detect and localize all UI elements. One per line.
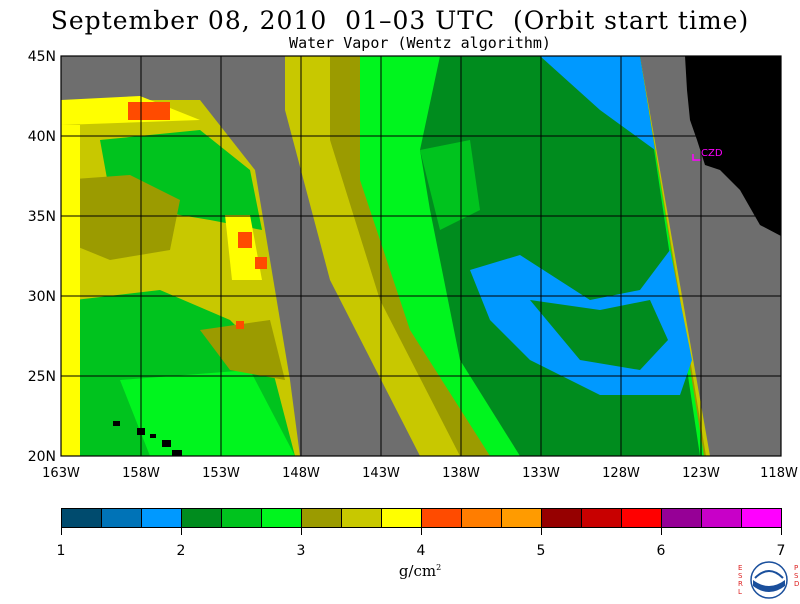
colorbar-tick bbox=[541, 528, 542, 535]
land-mass bbox=[685, 56, 781, 236]
right-swath-green-inner bbox=[530, 300, 668, 370]
noaa-logo bbox=[747, 560, 791, 600]
colorbar-swatch bbox=[741, 508, 782, 528]
map-swaths bbox=[61, 56, 710, 456]
colorbar-tick-label: 6 bbox=[656, 543, 666, 559]
lat-label: 45N bbox=[28, 49, 56, 65]
lon-label: 158W bbox=[122, 466, 160, 481]
left-swath-yellow-edge bbox=[61, 125, 80, 456]
colorbar-swatch bbox=[421, 508, 462, 528]
colorbar-swatch bbox=[101, 508, 142, 528]
colorbar-tick-label: 5 bbox=[536, 543, 546, 559]
colorbar-swatch bbox=[661, 508, 702, 528]
lat-label: 35N bbox=[28, 209, 56, 225]
lon-label: 123W bbox=[682, 466, 720, 481]
lon-label: 163W bbox=[42, 466, 80, 481]
lat-label: 30N bbox=[28, 289, 56, 305]
lon-label: 133W bbox=[522, 466, 560, 481]
left-swath-orange-spot2 bbox=[255, 257, 267, 269]
station-label: CZD bbox=[701, 148, 723, 159]
colorbar-tick bbox=[61, 528, 62, 535]
lon-label: 148W bbox=[282, 466, 320, 481]
left-swath-olive1 bbox=[61, 175, 180, 260]
lon-label: 128W bbox=[602, 466, 640, 481]
colorbar-swatch bbox=[461, 508, 502, 528]
colorbar-tick-label: 7 bbox=[776, 543, 786, 559]
esrl-letters: ESRL bbox=[738, 564, 743, 596]
colorbar-swatch bbox=[181, 508, 222, 528]
colorbar-tick bbox=[661, 528, 662, 535]
colorbar-tick-label: 1 bbox=[56, 543, 66, 559]
colorbar-tick bbox=[781, 528, 782, 535]
colorbar-swatch bbox=[381, 508, 422, 528]
right-swath-green-mid bbox=[420, 140, 480, 230]
lat-label: 40N bbox=[28, 129, 56, 145]
station-marker: CZD bbox=[692, 148, 723, 161]
colorbar-swatch bbox=[501, 508, 542, 528]
lon-label: 138W bbox=[442, 466, 480, 481]
lon-labels: 163W 158W 153W 148W 143W 138W 133W 128W 123W 118W bbox=[42, 466, 798, 481]
colorbar-swatch bbox=[341, 508, 382, 528]
page-title: September 08, 2010 01–03 UTC (Orbit star… bbox=[50, 6, 750, 35]
page-subtitle: Water Vapor (Wentz algorithm) bbox=[289, 34, 551, 52]
left-swath-orange-spot1 bbox=[238, 232, 252, 248]
colorbar-tick bbox=[301, 528, 302, 535]
left-swath-green3 bbox=[120, 370, 295, 456]
colorbar-tick-label: 4 bbox=[416, 543, 426, 559]
lat-labels: 45N 40N 35N 30N 25N 20N bbox=[28, 49, 56, 465]
psd-letters: PSD bbox=[794, 564, 800, 588]
map-grid bbox=[61, 56, 781, 456]
lat-label: 25N bbox=[28, 369, 56, 385]
colorbar-swatch bbox=[261, 508, 302, 528]
colorbar-swatch bbox=[61, 508, 102, 528]
colorbar-swatch bbox=[141, 508, 182, 528]
colorbar-swatch bbox=[581, 508, 622, 528]
colorbar-units: g/cm2 bbox=[398, 562, 442, 580]
colorbar-swatch bbox=[541, 508, 582, 528]
lon-label: 153W bbox=[202, 466, 240, 481]
lat-label: 20N bbox=[28, 449, 56, 465]
colorbar-swatch bbox=[221, 508, 262, 528]
colorbar-swatch bbox=[701, 508, 742, 528]
left-swath-top-spot bbox=[128, 102, 170, 120]
right-swath-blue1 bbox=[540, 56, 655, 150]
colorbar-tick-label: 3 bbox=[296, 543, 306, 559]
lon-label: 143W bbox=[362, 466, 400, 481]
colorbar-tick-label: 2 bbox=[176, 543, 186, 559]
colorbar-swatch bbox=[301, 508, 342, 528]
colorbar-tick bbox=[181, 528, 182, 535]
colorbar-swatch bbox=[621, 508, 662, 528]
colorbar-tick bbox=[421, 528, 422, 535]
map-frame bbox=[60, 55, 782, 457]
left-swath-orange-spot3 bbox=[236, 321, 244, 329]
lon-label: 118W bbox=[760, 466, 798, 481]
